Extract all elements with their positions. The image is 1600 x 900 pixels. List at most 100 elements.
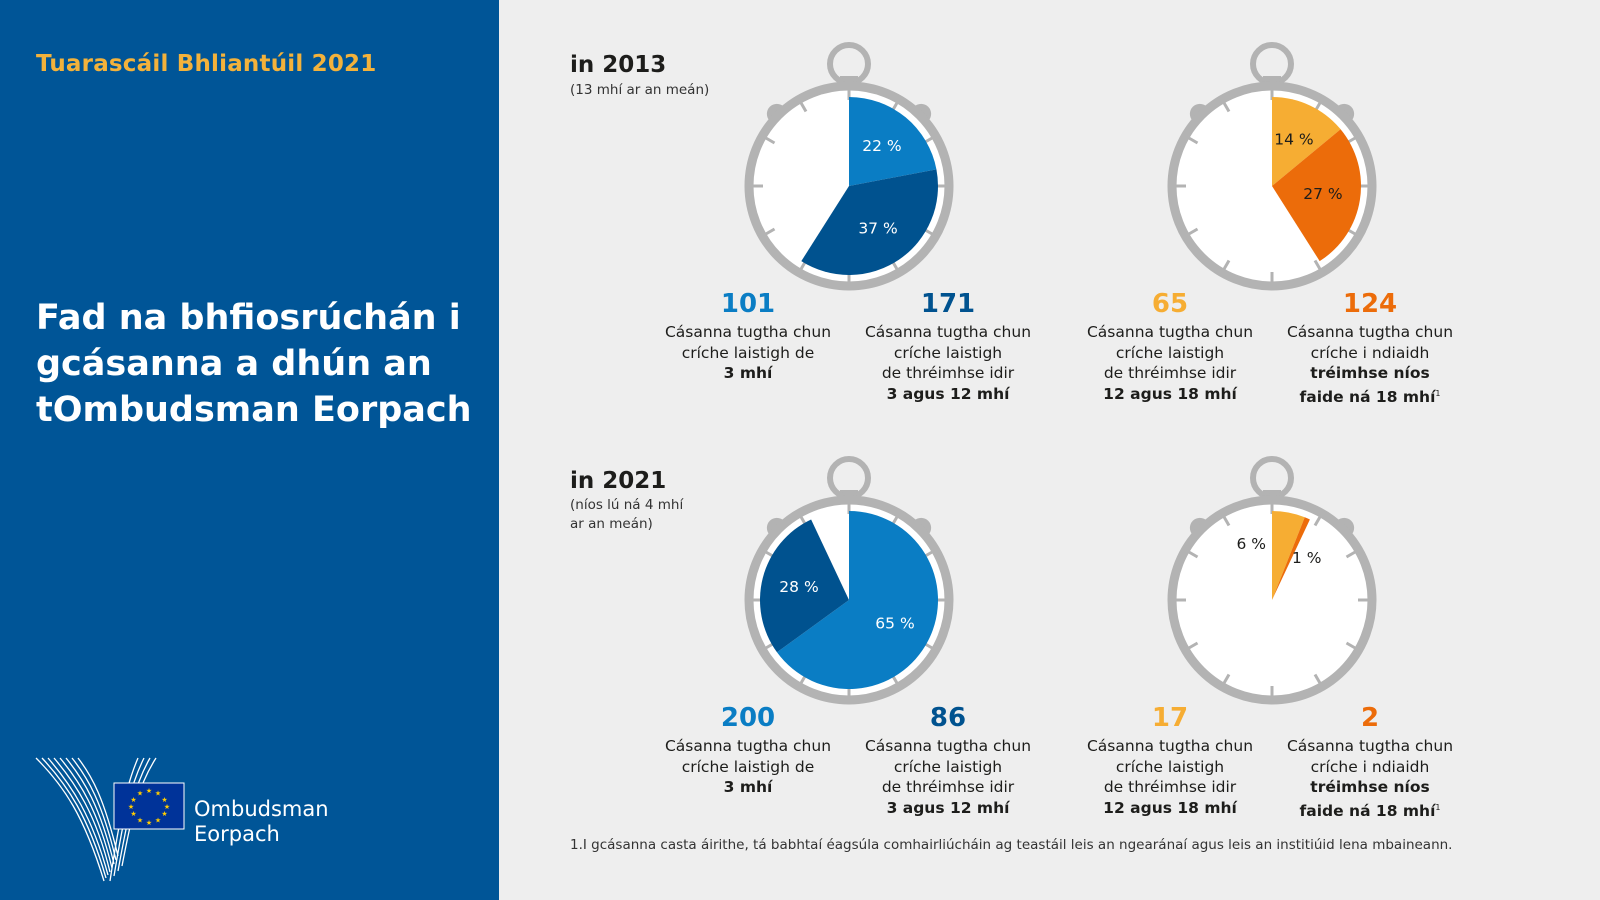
svg-text:★: ★ [161, 796, 167, 804]
stat-desc-line: Cásanna tugtha chun [664, 737, 832, 755]
pie-slice [760, 519, 849, 653]
stat-desc-line: Cásanna tugtha chun [1086, 737, 1254, 755]
stopwatch-tick [1345, 641, 1356, 650]
stopwatch-tick [1222, 673, 1231, 684]
svg-text:★: ★ [130, 810, 136, 818]
stat-desc-line: críche laistigh [893, 757, 1003, 776]
footnote: 1.I gcásanna casta áirithe, tá babhtaí é… [570, 837, 1453, 853]
stat-desc-line: Cásanna tugtha chun [864, 323, 1032, 341]
stat-desc-line: críche laistigh [893, 343, 1003, 362]
stat-desc-line: de thréimhse idir [1103, 364, 1237, 382]
stat-2013-1: 171 Cásanna tugtha chun críche laistigh de … [848, 288, 1048, 404]
svg-text:★: ★ [146, 819, 152, 827]
svg-text:★: ★ [128, 803, 134, 811]
pie-slice [1272, 511, 1305, 600]
stat-number: 65 [1151, 289, 1189, 319]
stat-desc-bold: faide ná 18 mhí1 [1299, 801, 1441, 820]
pie-slice [849, 97, 937, 186]
svg-text:★: ★ [164, 803, 170, 811]
stopwatch-tick [1222, 102, 1231, 113]
stat-desc-bold: 3 mhí [723, 364, 773, 382]
year-sub-2021: (níos lú ná 4 mhí ar an meán) [570, 496, 730, 534]
stat-description: Cásanna tugtha chun críche laistigh de 3 m… [648, 736, 848, 798]
pie-slice [801, 169, 938, 276]
svg-text:★: ★ [155, 817, 161, 825]
stopwatch-tick [1222, 516, 1231, 527]
pie-slice [777, 511, 939, 689]
stopwatch-tick [799, 102, 808, 113]
stat-desc-line: Cásanna tugtha chun [1286, 323, 1454, 341]
stat-number: 200 [720, 703, 776, 733]
stopwatch-1: 14 % 27 % [1167, 42, 1377, 291]
stat-description: Cásanna tugtha chun críche laistigh de thr… [1070, 736, 1270, 818]
stat-description: Cásanna tugtha chun críche laistigh de thr… [848, 736, 1048, 818]
stopwatch-ring [744, 81, 954, 291]
stopwatch-0: 22 % 37 % [744, 42, 954, 291]
stopwatch-tick [1188, 641, 1199, 650]
stat-description: Cásanna tugtha chun críche laistigh de thr… [848, 322, 1048, 404]
stat-desc-line: críche laistigh de [681, 343, 815, 362]
pie-slice-label: 22 % [862, 137, 901, 155]
year-label-2021: in 2021 [570, 468, 667, 494]
logo-line-1: Ombudsman [194, 797, 329, 821]
stat-desc-bold: 3 mhí [723, 778, 773, 796]
pie-slice [1272, 517, 1310, 600]
stat-desc-line: Cásanna tugtha chun [1286, 737, 1454, 755]
stat-2013-0: 101 Cásanna tugtha chun críche laistigh de… [648, 288, 848, 384]
stopwatch-tick [1313, 673, 1322, 684]
stat-2021-1: 86 Cásanna tugtha chun críche laistigh de t… [848, 702, 1048, 818]
year-sub-2021-line-1: (níos lú ná 4 mhí [570, 497, 684, 513]
stat-number: 124 [1342, 289, 1398, 319]
stat-description: Cásanna tugtha chun críche i ndiaidh tréim… [1270, 736, 1470, 821]
stopwatch-ring [1167, 81, 1377, 291]
stat-2021-2: 17 Cásanna tugtha chun críche laistigh de t… [1070, 702, 1270, 818]
svg-text:★: ★ [137, 817, 143, 825]
stat-number: 86 [929, 703, 967, 733]
stopwatch-ring [744, 495, 954, 705]
stopwatch-tick [1313, 259, 1322, 270]
report-title: Tuarascáil Bhliantúil 2021 [36, 51, 377, 77]
pie-slice-label: 6 % [1236, 535, 1266, 553]
footnote-marker: 1 [1435, 802, 1441, 812]
stat-description: Cásanna tugtha chun críche i ndiaidh tréim… [1270, 322, 1470, 407]
svg-text:★: ★ [155, 790, 161, 798]
stat-description: Cásanna tugtha chun críche laistigh de 3 m… [648, 322, 848, 384]
pie-slice-label: 27 % [1303, 185, 1342, 203]
stat-desc-bold: 3 agus 12 mhí [886, 384, 1010, 403]
stat-description: Cásanna tugtha chun críche laistigh de thr… [1070, 322, 1270, 404]
stat-number: 17 [1151, 703, 1189, 733]
left-panel: Tuarascáil Bhliantúil 2021 Fad na bhfios… [0, 0, 499, 900]
stopwatch-tick [1188, 227, 1199, 236]
stopwatch-tick [765, 227, 776, 236]
pie-slice-label: 28 % [779, 578, 818, 596]
stat-desc-line: críche i ndiaidh [1310, 757, 1430, 776]
stopwatch-tick [1345, 550, 1356, 559]
stat-desc-line: de thréimhse idir [881, 364, 1015, 382]
year-sub-2021-line-2: ar an meán) [570, 516, 653, 532]
stopwatch-tick [1188, 136, 1199, 145]
stat-number: 171 [920, 289, 976, 319]
stat-2013-3: 124 Cásanna tugtha chun críche i ndiaidh tr… [1270, 288, 1470, 407]
stat-2021-0: 200 Cásanna tugtha chun críche laistigh de… [648, 702, 848, 798]
pie-slice-label: 14 % [1274, 130, 1313, 148]
stat-desc-bold: tréimhse níos [1310, 778, 1430, 796]
stat-number: 101 [720, 289, 776, 319]
stat-desc-bold: 12 agus 18 mhí [1103, 798, 1237, 817]
stat-desc-bold: tréimhse níos [1310, 364, 1430, 382]
pie-slice-label: 1 % [1292, 549, 1322, 567]
svg-text:★: ★ [137, 790, 143, 798]
stat-desc-line: críche laistigh de [681, 757, 815, 776]
stopwatch-tick [1188, 550, 1199, 559]
pie-slice [1272, 129, 1362, 262]
year-label-2013: in 2013 [570, 52, 667, 78]
year-sub-2013: (13 mhí ar an meán) [570, 82, 710, 98]
svg-text:★: ★ [130, 796, 136, 804]
pie-slice [1272, 97, 1341, 186]
stat-desc-line: de thréimhse idir [881, 778, 1015, 796]
stat-desc-line: Cásanna tugtha chun [1086, 323, 1254, 341]
svg-text:★: ★ [161, 810, 167, 818]
stopwatch-tick [1313, 516, 1322, 527]
logo-text: Ombudsman Eorpach [194, 797, 329, 847]
logo-line-2: Eorpach [194, 822, 280, 846]
